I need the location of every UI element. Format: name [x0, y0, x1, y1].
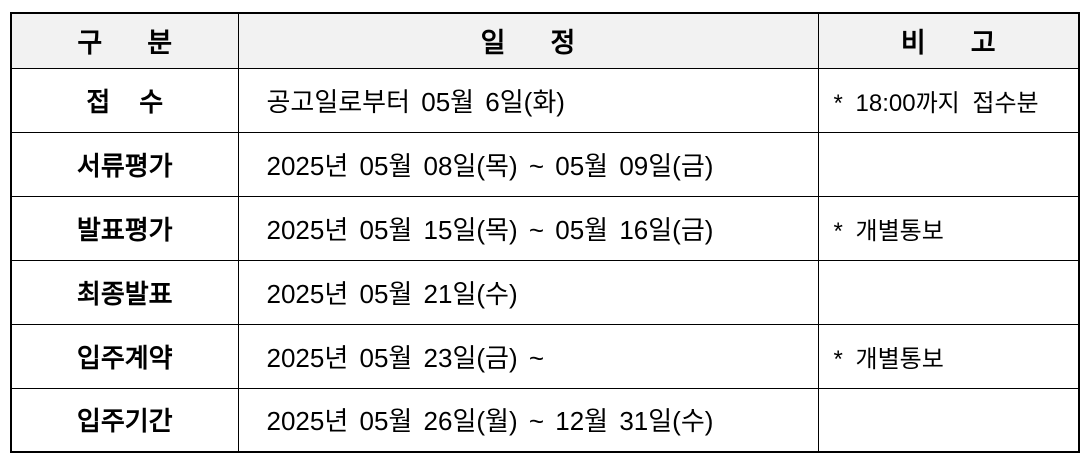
header-cell-category: 구 분: [10, 12, 239, 69]
table-row-reception: 접 수 공고일로부터 05월 6일(화) * 18:00까지 접수분: [10, 67, 1080, 133]
cell-schedule: 2025년 05월 23일(금) ~: [237, 323, 819, 389]
table-row-move-in-period: 입주기간 2025년 05월 26일(월) ~ 12월 31일(수): [10, 387, 1080, 453]
cell-category: 서류평가: [10, 131, 239, 197]
cell-remark: * 18:00까지 접수분: [817, 67, 1080, 133]
cell-category: 접 수: [10, 67, 239, 133]
cell-schedule: 공고일로부터 05월 6일(화): [237, 67, 819, 133]
table-row-presentation-evaluation: 발표평가 2025년 05월 15일(목) ~ 05월 16일(금) * 개별통…: [10, 195, 1080, 261]
cell-category: 입주기간: [10, 387, 239, 453]
schedule-table: 구 분 일 정 비 고 접 수 공고일로부터 05월 6일(화) * 18:00…: [10, 12, 1080, 453]
cell-category: 최종발표: [10, 259, 239, 325]
cell-schedule: 2025년 05월 15일(목) ~ 05월 16일(금): [237, 195, 819, 261]
cell-remark: [817, 259, 1080, 325]
cell-remark: * 개별통보: [817, 195, 1080, 261]
cell-category: 입주계약: [10, 323, 239, 389]
table-row-document-evaluation: 서류평가 2025년 05월 08일(목) ~ 05월 09일(금): [10, 131, 1080, 197]
cell-remark: [817, 131, 1080, 197]
document-page: 구 분 일 정 비 고 접 수 공고일로부터 05월 6일(화) * 18:00…: [0, 12, 1082, 474]
header-row: 구 분 일 정 비 고: [10, 12, 1080, 69]
cell-schedule: 2025년 05월 21일(수): [237, 259, 819, 325]
header-cell-schedule: 일 정: [237, 12, 819, 69]
cell-remark: * 개별통보: [817, 323, 1080, 389]
cell-remark: [817, 387, 1080, 453]
cell-schedule: 2025년 05월 26일(월) ~ 12월 31일(수): [237, 387, 819, 453]
table-row-move-in-contract: 입주계약 2025년 05월 23일(금) ~ * 개별통보: [10, 323, 1080, 389]
table-row-final-announcement: 최종발표 2025년 05월 21일(수): [10, 259, 1080, 325]
header-cell-remark: 비 고: [817, 12, 1080, 69]
cell-schedule: 2025년 05월 08일(목) ~ 05월 09일(금): [237, 131, 819, 197]
cell-category: 발표평가: [10, 195, 239, 261]
